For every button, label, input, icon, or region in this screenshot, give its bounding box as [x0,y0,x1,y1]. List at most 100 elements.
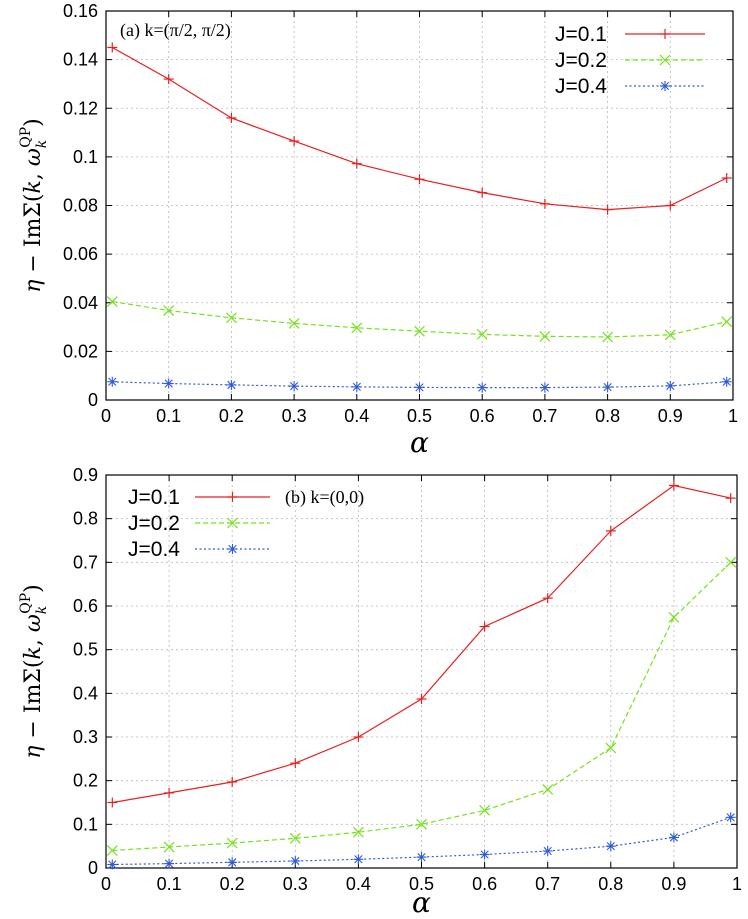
data-point [106,845,118,856]
legend-marker [660,81,670,91]
data-point [725,812,736,823]
data-point [164,787,175,798]
x-tick-label: 0.5 [409,874,434,894]
legend-marker [227,492,238,502]
data-point [668,832,679,843]
x-tick-label: 0 [101,874,111,894]
data-point [542,783,554,795]
x-tick-label: 0.7 [535,874,560,894]
series-line-j-0-1 [112,484,731,804]
data-point [664,329,676,341]
data-point [414,382,425,393]
plot-frame [105,474,738,869]
x-tick-label: 0.1 [157,874,182,894]
x-tick-label: 0.4 [346,874,371,894]
data-point [605,742,617,754]
data-point [351,158,362,169]
y-tick-label: 0.6 [73,596,98,616]
x-axis-label: α [412,886,431,919]
data-point [602,204,613,215]
y-tick-label: 0.12 [63,98,98,118]
x-axis-label: α [410,426,429,459]
data-point [665,380,676,391]
x-tick-label: 0.8 [595,406,620,426]
data-point [353,732,364,742]
data-point [289,832,301,844]
data-point [721,173,732,184]
data-point [351,381,362,392]
x-tick-label: 0.2 [219,406,244,426]
x-tick-label: 0 [101,406,111,426]
x-tick-label: 0.2 [220,874,245,894]
x-tick-label: 0.9 [658,406,683,426]
y-tick-label: 0.4 [73,683,98,703]
y-tick-label: 0.2 [73,771,98,791]
data-point [416,818,427,830]
x-tick-label: 0.4 [344,406,369,426]
x-tick-label: 0.9 [661,874,686,894]
data-point [665,200,676,211]
data-point [163,305,175,316]
plot-panel-a: 0 0.1 0.2 0.3 0.4 0.5 0.6 0.7 0.8 0.9 1 0 0.02 0.04 0.… [18,1,738,459]
x-tick-label: 0.6 [472,874,497,894]
data-point [106,296,118,307]
data-point [225,312,237,324]
data-point [416,694,427,705]
data-point [289,136,300,147]
data-point [352,826,364,838]
data-point [107,376,118,387]
data-point [721,316,733,328]
legend-marker [227,517,238,529]
legend-marker [227,544,238,554]
data-point [477,187,488,198]
data-point [605,841,616,852]
y-tick-label: 0.08 [63,196,98,216]
data-point [107,859,118,870]
x-tick-label: 0.6 [470,406,495,426]
data-point [107,797,118,808]
data-point [227,857,238,868]
y-tick-label: 0 [88,858,98,878]
data-point [539,382,550,393]
data-point [668,611,680,623]
x-tick-label: 1 [732,874,742,894]
x-tick-label: 0.7 [532,406,557,426]
panel-annotation: (b) k=(0,0) [285,487,364,508]
data-point [721,376,732,387]
data-point [602,331,614,343]
y-tick-label: 0.1 [73,147,98,167]
data-point [163,841,175,853]
y-axis-label: η − ImΣ(k, ωkQP) [18,118,50,293]
legend-marker [660,29,670,39]
legend-label: J=0.2 [555,49,607,72]
y-tick-label: 0 [88,390,98,410]
legend-label: J=0.1 [555,23,607,46]
data-point [288,317,300,329]
plot-panel-b: 0 0.1 0.2 0.3 0.4 0.5 0.6 0.7 0.8 0.9 1 0 0.1 0.2 0.3 0… [18,465,742,919]
legend-label: J=0.4 [128,538,180,561]
data-point [226,379,237,390]
x-tick-label: 0.3 [283,874,308,894]
data-point [605,525,616,536]
data-point [477,382,488,393]
y-tick-label: 0.9 [73,465,98,485]
y-tick-label: 0.7 [73,552,98,572]
y-tick-label: 0.16 [63,1,98,21]
y-tick-label: 0.06 [63,244,98,264]
data-point [163,74,174,85]
y-tick-label: 0.3 [73,727,98,747]
data-point [542,845,553,856]
data-point [290,758,301,769]
data-point [289,381,300,392]
y-tick-label: 0.8 [73,509,98,529]
data-point [725,493,736,504]
data-point [725,556,737,568]
data-point [476,328,488,340]
y-axis-label: η − ImΣ(k, ωkQP) [18,584,50,759]
data-point [164,858,175,869]
x-tick-label: 0.1 [156,406,181,426]
panel-annotation: (a) k=(π/2, π/2) [120,20,231,41]
data-point [479,849,490,860]
data-point [479,804,491,816]
